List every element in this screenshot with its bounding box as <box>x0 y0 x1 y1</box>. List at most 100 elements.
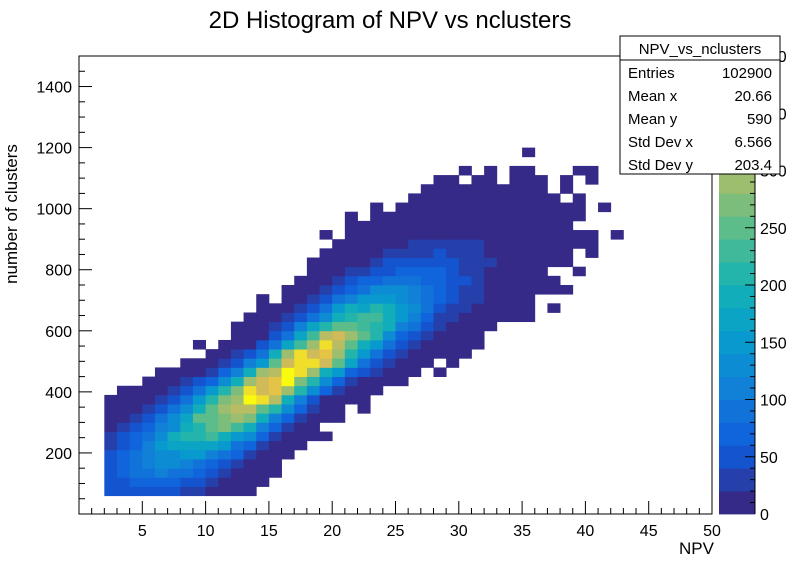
histogram-cell <box>218 367 232 377</box>
histogram-cell <box>344 312 358 323</box>
stats-value: 203.4 <box>734 157 772 174</box>
histogram-cell <box>382 266 396 277</box>
histogram-cell <box>256 440 270 451</box>
histogram-cell <box>357 394 371 405</box>
histogram-cell <box>446 303 460 313</box>
histogram-cell <box>319 312 333 323</box>
histogram-cell <box>408 220 422 231</box>
colorbar-segment <box>719 491 755 515</box>
histogram-cell <box>281 358 295 368</box>
histogram-cell <box>104 449 118 460</box>
histogram-cell <box>522 193 536 203</box>
histogram-cell <box>484 266 498 277</box>
histogram-cell <box>433 230 447 240</box>
histogram-cell <box>357 330 371 341</box>
histogram-cell <box>256 394 270 405</box>
histogram-cell <box>509 266 523 277</box>
histogram-cell <box>268 358 282 368</box>
histogram-cell <box>154 440 169 451</box>
histogram-cell <box>420 239 434 249</box>
histogram-cell <box>192 468 206 478</box>
histogram-cell <box>218 468 232 478</box>
histogram-cell <box>319 248 333 258</box>
histogram-cell <box>458 294 472 304</box>
histogram-cell <box>522 303 536 313</box>
histogram-cell <box>281 321 295 332</box>
histogram-cell <box>446 275 460 286</box>
histogram-cell <box>332 303 346 313</box>
histogram-cell <box>458 193 472 203</box>
histogram-cell <box>446 230 460 240</box>
histogram-cell <box>420 230 434 240</box>
histogram-cell <box>180 449 194 460</box>
histogram-cell <box>154 404 169 414</box>
histogram-cell <box>496 257 510 268</box>
histogram-cell <box>433 330 447 341</box>
histogram-cell <box>534 275 548 286</box>
histogram-cell <box>572 266 586 277</box>
colorbar-tick-label: 200 <box>760 278 787 295</box>
histogram-cell <box>205 440 219 451</box>
histogram-cell <box>547 239 561 249</box>
histogram-cell <box>382 275 396 286</box>
histogram-cell <box>357 339 371 350</box>
histogram-cell <box>332 330 346 341</box>
histogram-cell <box>585 248 599 258</box>
histogram-cell <box>243 312 257 323</box>
histogram-cell <box>281 349 295 359</box>
histogram-cell <box>167 477 181 487</box>
histogram-cell <box>243 440 257 451</box>
histogram-cell <box>167 486 181 497</box>
histogram-cell <box>319 285 333 295</box>
histogram-cell <box>116 413 131 423</box>
histogram-cell <box>205 394 219 405</box>
histogram-cell <box>572 239 586 249</box>
histogram-cell <box>458 303 472 313</box>
histogram-cell <box>395 330 409 341</box>
histogram-cell <box>344 330 358 341</box>
histogram-cell <box>496 248 510 258</box>
histogram-cell <box>306 413 320 423</box>
histogram-cell <box>357 303 371 313</box>
histogram-cell <box>319 257 333 268</box>
histogram-cell <box>408 248 422 258</box>
histogram-cell <box>433 239 447 249</box>
histogram-cell <box>281 404 295 414</box>
histogram-cell <box>230 385 244 396</box>
histogram-cell <box>154 459 169 469</box>
histogram-cell <box>256 321 270 332</box>
x-tick-label: 10 <box>197 523 215 540</box>
histogram-cell <box>256 358 270 368</box>
histogram-cell <box>294 431 308 442</box>
histogram-cell <box>382 230 396 240</box>
histogram-cell <box>534 266 548 277</box>
histogram-cell <box>534 285 548 295</box>
histogram-cell <box>420 193 434 203</box>
histogram-cell <box>484 184 498 194</box>
histogram-cell <box>471 294 485 304</box>
histogram-cell <box>256 349 270 359</box>
histogram-cell <box>230 404 244 414</box>
histogram-cell <box>382 358 396 368</box>
stats-label: Entries <box>628 65 675 82</box>
histogram-cell <box>446 257 460 268</box>
histogram-cell <box>408 285 422 295</box>
histogram-cell <box>433 257 447 268</box>
histogram-cell <box>357 321 371 332</box>
histogram-cell <box>433 339 447 350</box>
histogram-cell <box>585 175 599 185</box>
histogram-cell <box>230 330 244 341</box>
histogram-cell <box>509 303 523 313</box>
histogram-cell <box>382 239 396 249</box>
histogram-cell <box>306 321 320 332</box>
histogram-cell <box>509 184 523 194</box>
histogram-cell <box>382 220 396 231</box>
histogram-cell <box>433 285 447 295</box>
histogram-cell <box>509 312 523 323</box>
histogram-cell <box>433 349 447 359</box>
histogram-cell <box>547 257 561 268</box>
histogram-cell <box>572 193 586 203</box>
histogram-cell <box>433 367 447 377</box>
stats-value: 102900 <box>722 65 772 82</box>
histogram-cell <box>496 202 510 213</box>
